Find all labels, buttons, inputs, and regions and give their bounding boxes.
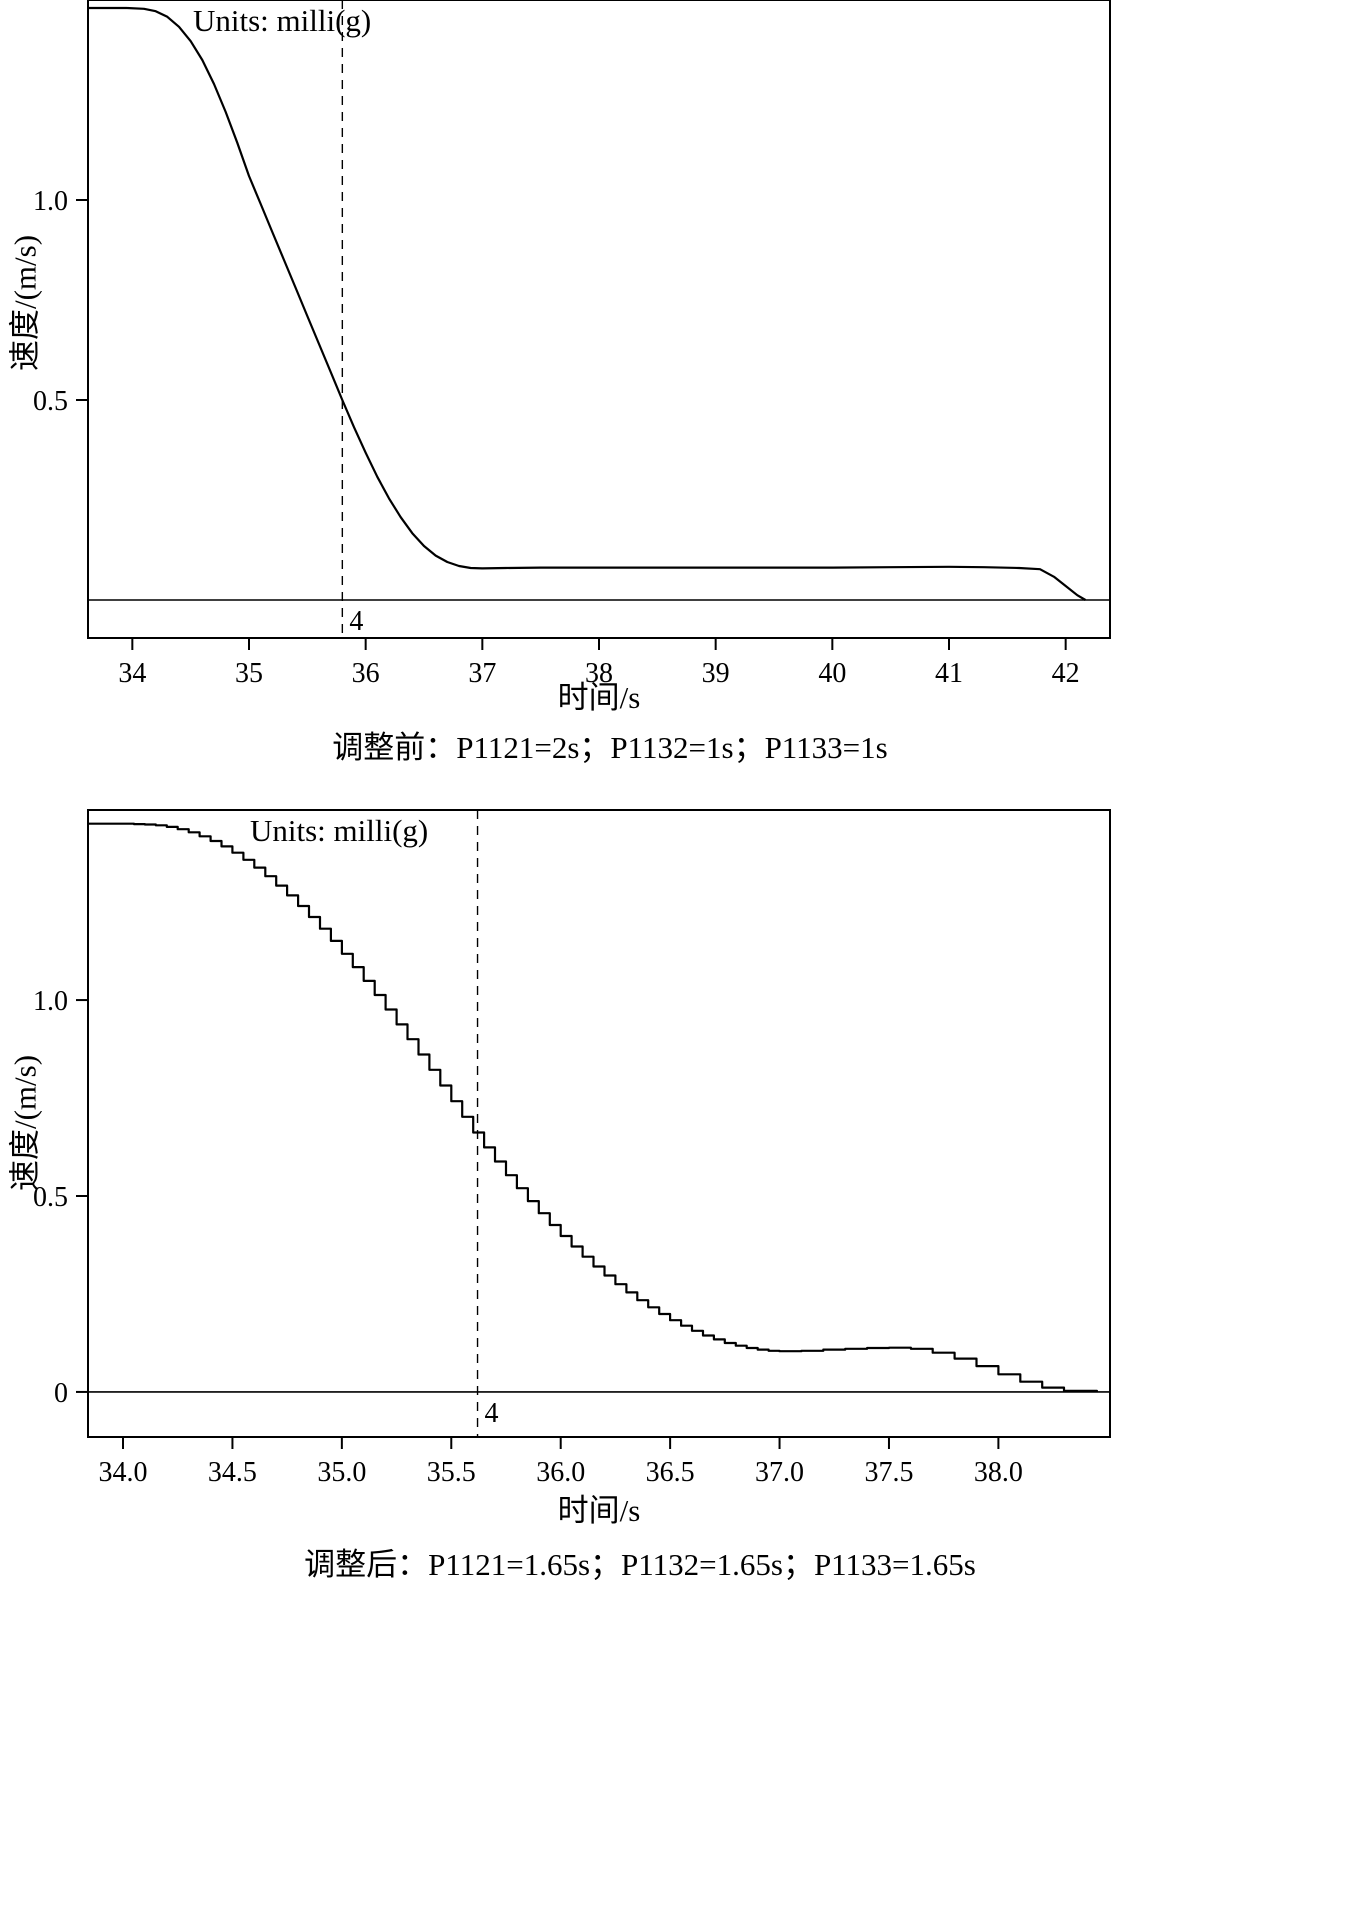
x-tick-label: 39	[702, 658, 730, 689]
y-axis-label: 速度/(m/s)	[7, 1054, 43, 1192]
velocity-curve	[88, 6, 1087, 601]
figure-caption-before: 调整前：P1121=2s；P1132=1s；P1133=1s	[332, 730, 888, 765]
x-tick-label: 40	[818, 658, 846, 689]
x-tick-label: 37.5	[864, 1457, 913, 1488]
y-tick-label: 1.0	[33, 186, 68, 217]
x-tick-label: 41	[935, 658, 963, 689]
x-tick-label: 38	[585, 658, 613, 689]
figure-caption-after: 调整后：P1121=1.65s；P1132=1.65s；P1133=1.65s	[304, 1547, 976, 1582]
x-tick-label: 34.5	[208, 1457, 257, 1488]
x-tick-label: 35.0	[317, 1457, 366, 1488]
x-axis-label: 时间/s	[557, 1493, 641, 1528]
x-tick-label: 42	[1052, 658, 1080, 689]
x-axis-label: 时间/s	[557, 680, 641, 715]
y-tick-label: 0.5	[33, 386, 68, 417]
y-axis-label: 速度/(m/s)	[7, 234, 43, 372]
units-label: Units: milli(g)	[250, 813, 429, 848]
x-tick-label: 38.0	[974, 1457, 1023, 1488]
x-tick-label: 37	[468, 658, 496, 689]
cursor-label: 4	[485, 1398, 499, 1429]
x-tick-label: 35	[235, 658, 263, 689]
x-tick-label: 34.0	[99, 1457, 148, 1488]
x-tick-label: 34	[118, 658, 146, 689]
x-tick-label: 36.5	[646, 1457, 695, 1488]
x-tick-label: 36.0	[536, 1457, 585, 1488]
figure-after: 0 0.5 1.0 34.0 34.5 35.0 35.5 36.0 36.5 37.0 37.5 3…	[0, 795, 1354, 1911]
x-tick-label: 37.0	[755, 1457, 804, 1488]
after-plot: 0 0.5 1.0 34.0 34.5 35.0 35.5 36.0 36.5 37.0 37.5 3…	[33, 809, 1111, 1488]
y-tick-label: 0	[54, 1378, 68, 1409]
x-tick-label: 36	[352, 658, 380, 689]
velocity-curve	[88, 822, 1099, 1392]
units-label: Units: milli(g)	[193, 3, 372, 38]
x-tick-label: 35.5	[427, 1457, 476, 1488]
before-plot: 0.5 1.0 34 35 36 37 38 39 40 41 42 4	[33, 0, 1111, 689]
cursor-label: 4	[349, 606, 363, 637]
y-tick-label: 0.5	[33, 1182, 68, 1213]
plot-border	[87, 809, 1111, 1438]
y-tick-label: 1.0	[33, 986, 68, 1017]
plot-border	[87, 0, 1111, 639]
figure-before: 0.5 1.0 34 35 36 37 38 39 40 41 42 4 Units: milli(g…	[0, 0, 1354, 795]
